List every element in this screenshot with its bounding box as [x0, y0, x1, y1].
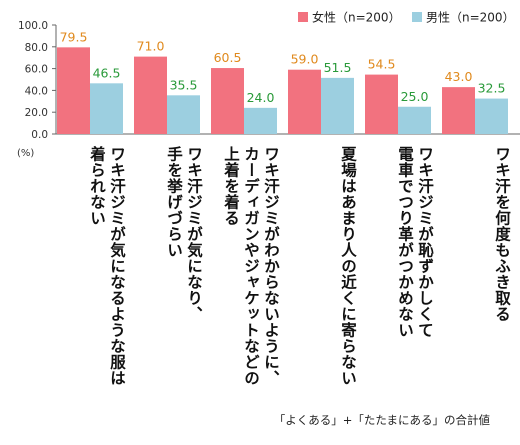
y-tick-label: 0.0: [31, 129, 48, 141]
legend-label: 女性（n=200）: [312, 10, 401, 25]
y-tick-label: 20.0: [25, 107, 48, 119]
bar-male: [90, 83, 123, 134]
data-label: 32.5: [478, 81, 506, 96]
footnote: 「よくある」+「たたまにある」の合計値: [273, 413, 490, 427]
bar-male: [321, 77, 354, 134]
y-tick-label: 100.0: [18, 20, 48, 32]
bar-male: [244, 107, 277, 134]
category-label: 夏場はあまり人の近くに寄らない: [339, 146, 357, 386]
data-label: 43.0: [445, 69, 473, 84]
bar-female: [288, 69, 321, 134]
bar-female: [365, 74, 398, 134]
bar-male: [167, 95, 200, 134]
y-axis-unit: (%): [17, 148, 35, 159]
category-label: ワキ汗を何度もふき取る: [493, 146, 511, 322]
bar-female: [442, 87, 475, 134]
category-label: ワキ汗ジミが気になるような服は 着られない: [88, 146, 126, 386]
data-label: 59.0: [291, 52, 319, 67]
bar-male: [398, 106, 431, 134]
data-label: 51.5: [324, 60, 352, 75]
data-label: 25.0: [401, 89, 429, 104]
legend-label: 男性（n=200）: [426, 11, 515, 25]
data-label: 46.5: [93, 65, 121, 80]
y-tick-label: 80.0: [25, 42, 48, 54]
category-label: ワキ汗ジミが気になり、 手を挙げづらい: [165, 146, 203, 322]
data-label: 71.0: [137, 39, 165, 54]
bar-female: [134, 56, 167, 134]
data-label: 60.5: [214, 50, 242, 65]
data-label: 79.5: [60, 29, 88, 44]
legend-swatch: [298, 12, 308, 22]
data-label: 54.5: [368, 57, 396, 72]
y-tick-label: 40.0: [25, 85, 48, 97]
data-label: 24.0: [247, 90, 275, 105]
chart-axes: 0.0 20.0 40.0 60.0 80.0 100.0: [18, 20, 520, 141]
category-label: ワキ汗ジミが恥ずかしくて 電車でつり革がつかめない: [396, 146, 434, 338]
chart-legend: 女性（n=200） 男性（n=200）: [298, 10, 515, 25]
legend-swatch: [412, 12, 422, 22]
bar-female: [211, 68, 244, 134]
y-tick-label: 60.0: [25, 64, 48, 76]
bar-female: [57, 47, 90, 134]
category-label: ワキ汗ジミがわからないように、 カーディガンやジャケットなどの 上着を着る: [222, 146, 280, 386]
data-label: 35.5: [170, 77, 198, 92]
chart-bars: 79.5 46.5 71.0 35.5 60.5 24.0 59.0 51.5 54.5 25.0…: [57, 29, 508, 134]
bar-male: [475, 98, 508, 134]
